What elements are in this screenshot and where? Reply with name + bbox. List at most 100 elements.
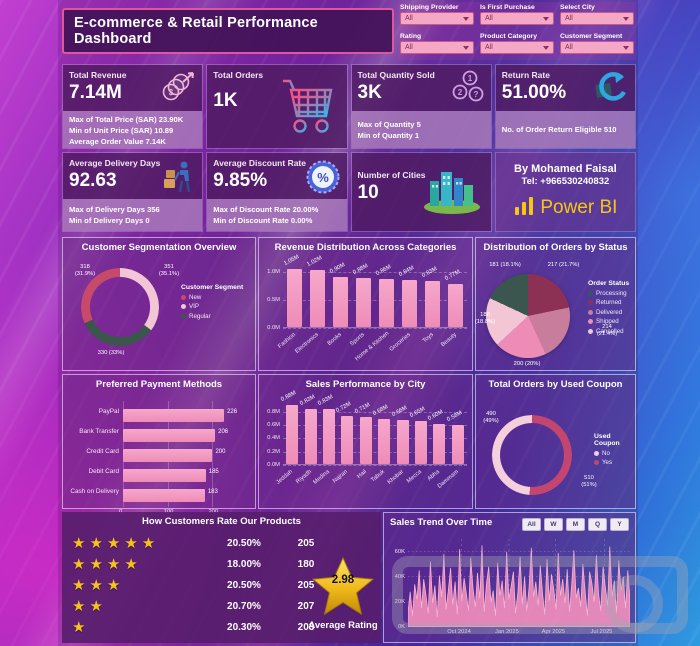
bar[interactable]: [359, 416, 372, 464]
panel-used-coupon: Total Orders by Used Coupon 490 (49%) 510(…: [475, 374, 636, 509]
filters-panel: Shipping Provider All Is First Purchase All…: [398, 2, 636, 60]
trend-button-m[interactable]: M: [566, 518, 585, 531]
rating-percent: 20.50%: [227, 538, 261, 549]
legend: Customer Segment New VIP Regular: [181, 284, 243, 322]
bar[interactable]: [310, 270, 325, 327]
bar-track: [123, 408, 229, 422]
kpi-top: Number of Cities 10: [351, 153, 491, 231]
legend-item[interactable]: Processing: [588, 290, 629, 297]
bar[interactable]: [123, 448, 213, 462]
rating-percent: 20.70%: [227, 601, 261, 612]
chevron-down-icon: [463, 45, 469, 50]
bar[interactable]: [378, 418, 391, 464]
bar[interactable]: [433, 424, 446, 464]
legend-item[interactable]: VIP: [181, 303, 243, 310]
bar-track: [123, 428, 229, 442]
average-rating-value: 2.98: [331, 574, 355, 586]
kpi-detail: Max of Quantity 5: [357, 119, 421, 129]
kpi-title: Average Delivery Days: [69, 158, 161, 168]
chart-title: Customer Segmentation Overview: [81, 242, 237, 253]
y-axis-label: 40K: [394, 573, 405, 580]
bar[interactable]: [396, 420, 409, 464]
legend-item[interactable]: Cancelled: [588, 328, 629, 335]
bar[interactable]: [402, 280, 417, 327]
filter-dropdown[interactable]: All: [560, 12, 634, 25]
bar[interactable]: [123, 488, 205, 502]
legend-item[interactable]: Yes: [594, 459, 635, 466]
legend-item[interactable]: Shipped: [588, 318, 629, 325]
donut-chart[interactable]: [81, 268, 159, 346]
credit-panel: By Mohamed Faisal Tel: +966530240832 Pow…: [494, 152, 636, 232]
kpi-total-revenue: Total Revenue 7.14M $ Max of Total: [62, 64, 204, 149]
legend-swatch: [181, 304, 186, 309]
y-axis-label: 0.4M: [267, 435, 280, 442]
rating-percent: 18.00%: [227, 559, 261, 570]
donut-chart[interactable]: [492, 415, 572, 495]
bar[interactable]: [451, 425, 464, 464]
bar-value-label: 206: [218, 429, 229, 435]
filter-dropdown[interactable]: All: [480, 41, 554, 54]
bar[interactable]: [356, 278, 371, 327]
kpi-value: 51.00%: [501, 82, 567, 103]
legend: Order Status Processing Returned Delivered S…: [588, 280, 629, 337]
panel-payment-methods: Preferred Payment Methods 0100200PayPal2…: [62, 374, 256, 515]
bar[interactable]: [341, 416, 354, 464]
kpi-title: Average Discount Rate: [213, 158, 306, 168]
filter-dropdown[interactable]: All: [400, 41, 474, 54]
x-axis-label: Jul 2025: [590, 629, 613, 635]
legend-label: No: [602, 449, 610, 457]
bar[interactable]: [123, 428, 216, 442]
bar[interactable]: [286, 405, 299, 464]
y-axis-label: PayPal: [98, 408, 119, 415]
filter-label: Rating: [400, 33, 422, 40]
legend-item[interactable]: Regular: [181, 313, 243, 320]
legend-item[interactable]: Returned: [588, 299, 629, 306]
plot-area[interactable]: [407, 539, 631, 628]
rating-rows: ★★★★★ 20.50% 205 ★★★★ 18.00% 180 ★★★ 20.50% 205 ★…: [72, 533, 372, 638]
filter-value: All: [565, 15, 573, 22]
filter-dropdown[interactable]: All: [560, 41, 634, 54]
legend-item[interactable]: New: [181, 294, 243, 301]
trend-button-all[interactable]: All: [522, 518, 541, 531]
bar[interactable]: [379, 279, 394, 327]
kpi-value: 92.63: [69, 170, 117, 191]
bar[interactable]: [123, 468, 206, 482]
page-title: E-commerce & Retail Performance Dashboar…: [74, 15, 318, 47]
kpi-total-quantity-sold: Total Quantity Sold 3K 1 2? Max o: [350, 64, 492, 149]
bar[interactable]: [123, 408, 225, 422]
kpi-detail: Max of Discount Rate 20.00%: [213, 205, 319, 214]
trend-button-y[interactable]: Y: [610, 518, 629, 531]
gridline: [283, 451, 467, 453]
kpi-top: Total Revenue 7.14M $: [63, 65, 203, 111]
y-axis-label: 0.2M: [267, 448, 280, 455]
bar[interactable]: [415, 420, 427, 464]
gridline: [212, 401, 214, 507]
x-axis-label: Jan 2025: [495, 629, 519, 635]
bar[interactable]: [425, 280, 440, 327]
bar[interactable]: [333, 276, 348, 327]
author-credit: By Mohamed Faisal: [514, 162, 617, 175]
bar[interactable]: [323, 408, 335, 464]
bar[interactable]: [304, 408, 317, 464]
legend-label: Processing: [596, 289, 627, 297]
kpi-title: Number of Cities: [357, 170, 426, 180]
chart-title: How Customers Rate Our Products: [142, 516, 301, 527]
bar-track: [123, 468, 229, 482]
gridline: [283, 328, 467, 329]
filter-rating: Rating All: [400, 33, 474, 58]
plot-area: [283, 403, 467, 466]
filter-dropdown[interactable]: All: [480, 12, 554, 25]
delivery-icon: [159, 158, 197, 201]
y-axis-label: 1.0M: [267, 269, 280, 276]
rating-count: 205: [297, 538, 315, 549]
trend-button-w[interactable]: W: [544, 518, 563, 531]
data-label: 200 (20%): [513, 361, 541, 367]
pie-chart[interactable]: [486, 274, 570, 358]
filter-dropdown[interactable]: All: [400, 12, 474, 25]
legend-item[interactable]: Delivered: [588, 309, 629, 316]
bar[interactable]: [287, 268, 302, 327]
legend-item[interactable]: No: [594, 450, 635, 457]
bar[interactable]: [448, 284, 463, 327]
bar-value-label: 226: [227, 409, 238, 415]
trend-button-q[interactable]: Q: [588, 518, 607, 531]
